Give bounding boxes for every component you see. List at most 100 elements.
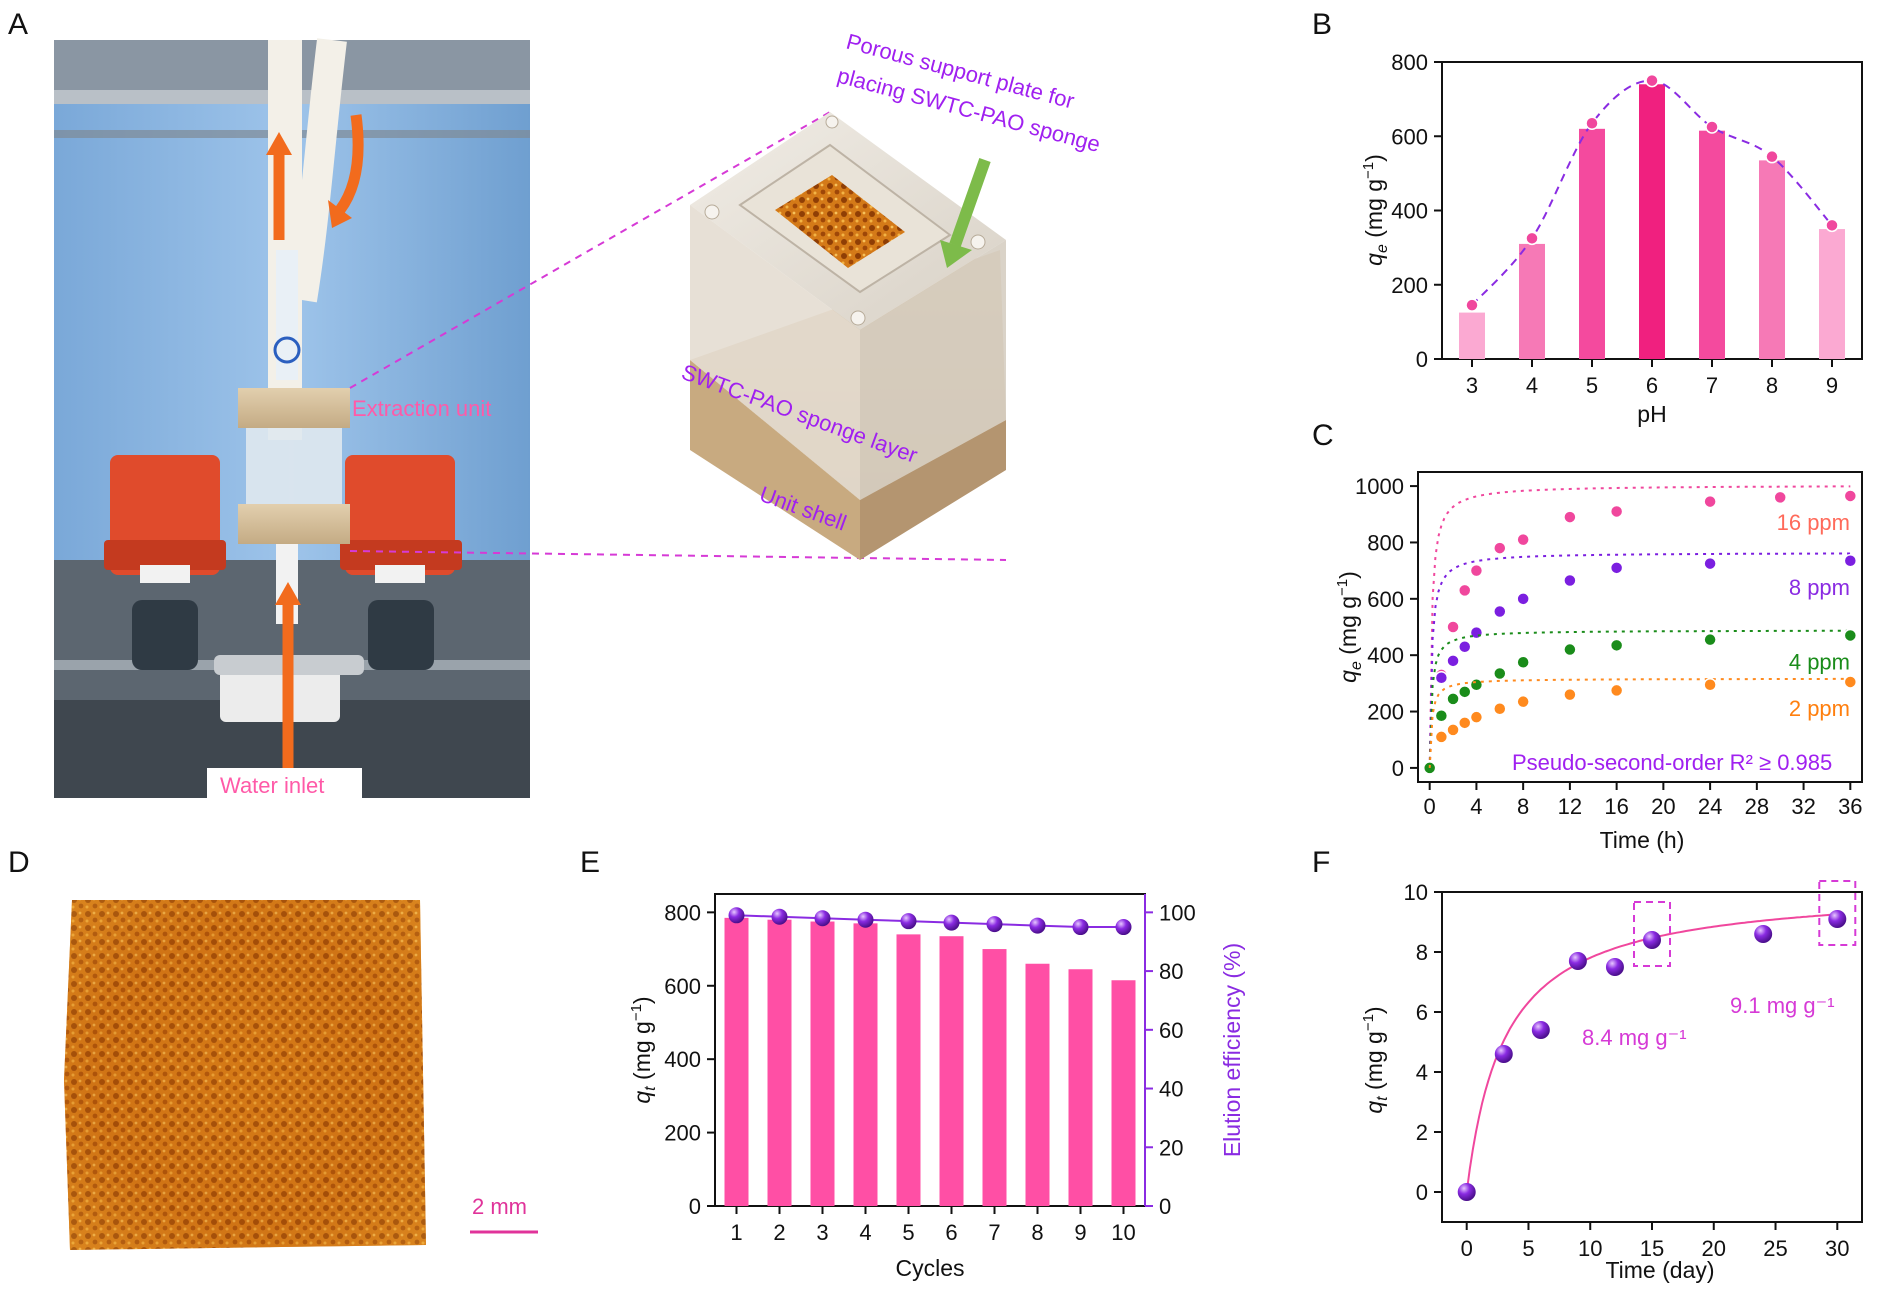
chart-b-ytick-label: 0 <box>1416 347 1428 372</box>
chart-c-frame <box>1417 471 1863 783</box>
chart-b-bar <box>1699 130 1725 359</box>
chart-e-bar <box>896 934 921 1206</box>
chart-c-xtick-label: 24 <box>1698 794 1722 819</box>
chart-e-efficiency-point <box>857 911 874 928</box>
chart-f-point <box>1494 1045 1513 1063</box>
chart-e-bar <box>939 936 964 1206</box>
chart-c-ytick-label: 800 <box>1367 530 1404 555</box>
chart-e-xtick-label: 7 <box>988 1220 1000 1245</box>
chart-f-fit-line <box>1465 913 1838 1193</box>
chart-e-xlabel: Cycles <box>895 1255 964 1281</box>
chart-e-efficiency-point <box>943 914 960 931</box>
chart-f-point <box>1643 931 1661 949</box>
chart-e-bar <box>1025 963 1050 1206</box>
chart-f-ytick-label: 6 <box>1416 1000 1428 1025</box>
chart-e-y2tick-label: 60 <box>1159 1018 1183 1043</box>
chart-c-annotation: Pseudo-second-order R² ≥ 0.985 <box>1512 750 1832 775</box>
chart-e-y2tick-label: 40 <box>1159 1077 1183 1102</box>
chart-c-fit-line <box>1428 552 1851 768</box>
chart-b-xtick-label: 6 <box>1646 373 1658 398</box>
chart-c-point <box>1773 490 1787 505</box>
chart-e-xtick-label: 5 <box>902 1220 914 1245</box>
chart-e-xtick-label: 6 <box>945 1220 957 1245</box>
chart-b-ytick-label: 600 <box>1391 124 1428 149</box>
chart-c-point <box>1493 666 1507 681</box>
chart-c-point <box>1434 670 1449 685</box>
chart-c-ytick-label: 200 <box>1367 700 1404 725</box>
chart-e-ytick-label: 0 <box>689 1194 701 1219</box>
chart-c-fit-line <box>1428 485 1851 768</box>
chart-c-point <box>1609 638 1624 653</box>
water-inlet-label: Water inlet <box>220 773 324 798</box>
chart-c-point <box>1457 716 1472 730</box>
chart-b-xtick-label: 5 <box>1586 373 1598 398</box>
chart-b-ph-bars: qe (mg g−1) pH 0 200 400 600 800 3 4 5 6 7 8 9 <box>1360 50 1863 427</box>
chart-e-xtick-label: 8 <box>1031 1220 1043 1245</box>
chart-b-bar <box>1639 84 1665 360</box>
extraction-unit-label: Extraction unit <box>352 396 491 421</box>
chart-c-ytick-label: 400 <box>1367 643 1404 668</box>
chart-c-point <box>1457 583 1472 598</box>
chart-b-point <box>1765 149 1779 164</box>
chart-e-xtick-label: 2 <box>773 1220 785 1245</box>
chart-b-ytick-label: 200 <box>1391 273 1428 298</box>
chart-e-bar <box>810 921 835 1206</box>
chart-e-ylabel: qt (mg g−1) <box>628 996 659 1103</box>
chart-e-efficiency-point <box>771 908 788 925</box>
chart-c-point <box>1469 563 1484 578</box>
chart-b-xtick-label: 9 <box>1826 373 1838 398</box>
chart-f-point <box>1531 1021 1550 1039</box>
chart-e-y2tick-label: 80 <box>1159 959 1183 984</box>
chart-c-point <box>1493 701 1507 716</box>
chart-f-xtick-label: 15 <box>1640 1236 1664 1261</box>
chart-e-bar <box>853 923 878 1206</box>
chart-c-point <box>1563 573 1577 588</box>
chart-f-point <box>1568 952 1587 970</box>
chart-b-bar <box>1459 312 1485 359</box>
chart-f-ytick-label: 8 <box>1416 940 1428 965</box>
chart-c-series-label: 8 ppm <box>1789 575 1850 600</box>
chart-f-point <box>1754 925 1773 943</box>
chart-c-point <box>1446 723 1460 737</box>
chart-e-bar <box>724 917 749 1206</box>
chart-f-highlight-box <box>1633 901 1671 967</box>
chart-c-point <box>1493 541 1507 555</box>
chart-c-xtick-label: 16 <box>1604 794 1628 819</box>
chart-e-ytick-label: 200 <box>664 1121 701 1146</box>
chart-e-ytick-label: 600 <box>664 974 701 999</box>
chart-c-series-label: 16 ppm <box>1777 510 1850 535</box>
chart-b-xtick-label: 4 <box>1526 373 1538 398</box>
chart-f-xtick-label: 5 <box>1522 1236 1534 1261</box>
chart-e-xtick-label: 3 <box>816 1220 828 1245</box>
chart-e-xtick-label: 4 <box>859 1220 871 1245</box>
chart-b-bar <box>1579 128 1605 359</box>
chart-e-xtick-label: 9 <box>1074 1220 1086 1245</box>
chart-c-ytick-label: 600 <box>1367 587 1404 612</box>
chart-c-point <box>1843 675 1858 689</box>
chart-f-xlabel: Time (day) <box>1605 1257 1714 1283</box>
chart-e-y2tick-label: 20 <box>1159 1135 1183 1160</box>
chart-c-point <box>1422 761 1437 775</box>
chart-c-point <box>1469 678 1484 692</box>
chart-e-xtick-label: 10 <box>1111 1220 1135 1245</box>
chart-c-point <box>1703 632 1717 647</box>
chart-e-efficiency-point <box>814 910 831 927</box>
chart-e-efficiency-point <box>728 907 745 924</box>
chart-f-xtick-label: 10 <box>1578 1236 1602 1261</box>
chart-c-xtick-label: 8 <box>1517 794 1529 819</box>
zoom-line-bottom <box>349 550 1007 561</box>
chart-c-point <box>1446 692 1460 706</box>
chart-c-series-label: 4 ppm <box>1789 649 1850 674</box>
chart-b-ytick-label: 800 <box>1391 50 1428 75</box>
chart-e-bar <box>982 949 1007 1206</box>
chart-c-fit-line <box>1428 677 1851 768</box>
chart-b-xtick-label: 3 <box>1466 373 1478 398</box>
chart-b-point <box>1825 218 1839 233</box>
chart-f-point <box>1605 958 1624 976</box>
chart-b-bar <box>1519 243 1545 359</box>
chart-f-annotation-2: 9.1 mg g⁻¹ <box>1730 993 1835 1018</box>
chart-e-bar <box>1111 980 1136 1206</box>
chart-c-fit-line <box>1428 629 1851 768</box>
chart-b-ytick-label: 400 <box>1391 199 1428 224</box>
